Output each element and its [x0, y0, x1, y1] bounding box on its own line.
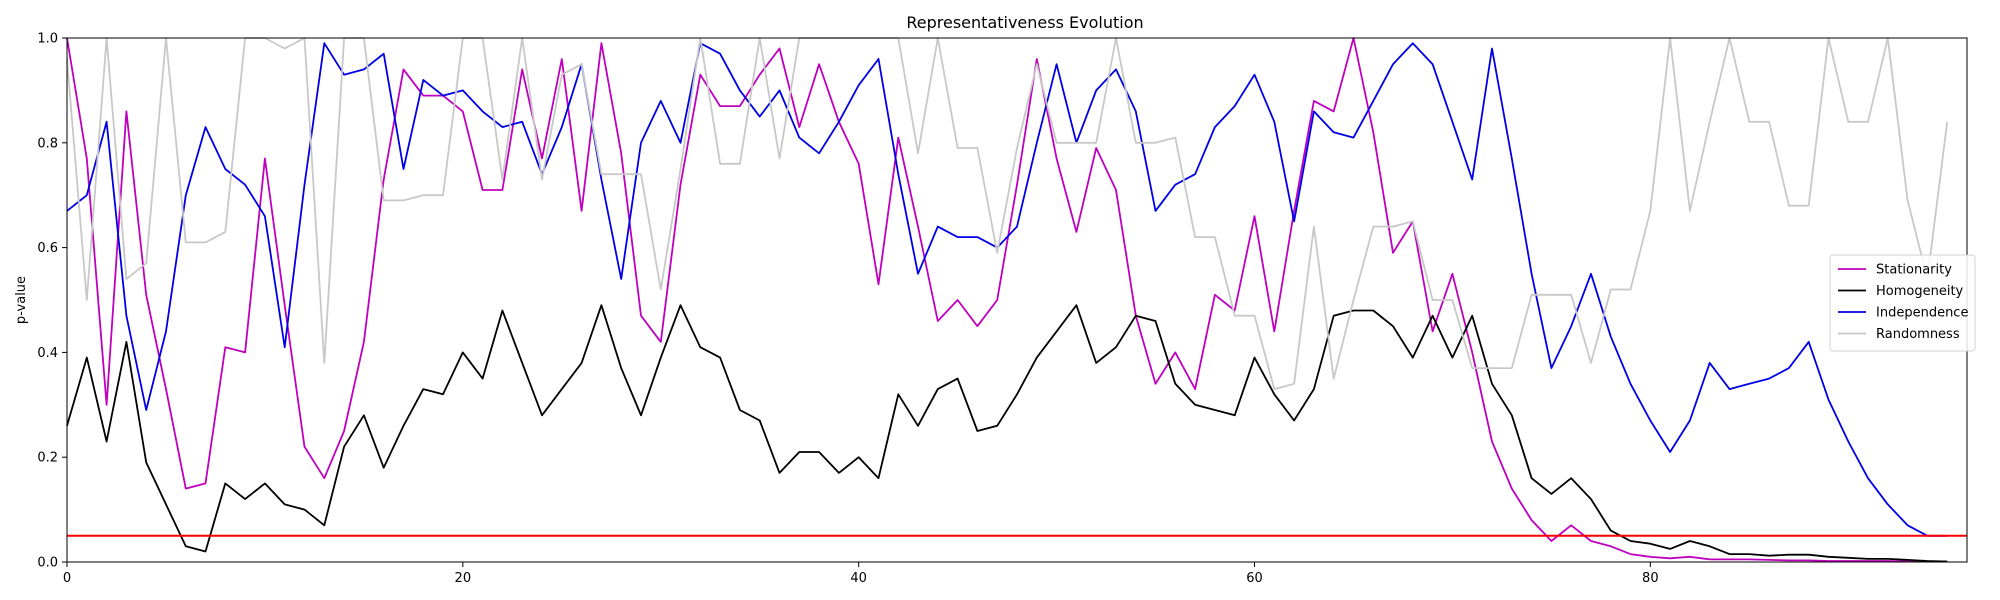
- legend: Stationarity Homogeneity Independence Rando…: [1829, 254, 1976, 352]
- series-line-randomness: [66, 37, 1949, 391]
- legend-label-stationarity: Stationarity: [1876, 263, 1952, 278]
- y-tick-label: 0.6: [37, 241, 58, 256]
- y-tick-label: 0.8: [37, 136, 58, 151]
- legend-label-homogeneity: Homogeneity: [1876, 284, 1964, 299]
- y-tick-label: 0.0: [37, 556, 58, 571]
- series-line-independence: [66, 42, 1948, 537]
- legend-label-randomness: Randomness: [1876, 327, 1960, 342]
- series-line-stationarity: [66, 37, 1948, 563]
- legend-box: [1829, 254, 1976, 352]
- y-axis-label: p-value: [14, 276, 29, 324]
- chart-title: Representativeness Evolution: [906, 13, 1143, 32]
- plot-frame: [66, 37, 1968, 563]
- series-line-homogeneity: [66, 304, 1948, 563]
- x-tick-label: 40: [850, 571, 867, 586]
- y-tick-label: 1.0: [37, 32, 58, 47]
- y-tick-label: 0.4: [37, 346, 58, 361]
- y-tick-label: 0.2: [37, 451, 58, 466]
- x-tick-label: 0: [63, 571, 71, 586]
- x-tick-label: 20: [455, 571, 472, 586]
- plot-area: 0 20 40 60 80 0.0 0.2 0.4 0.6 0.8 1.0: [37, 32, 1968, 586]
- legend-label-independence: Independence: [1876, 306, 1968, 321]
- x-tick-label: 80: [1642, 571, 1659, 586]
- x-tick-label: 60: [1246, 571, 1263, 586]
